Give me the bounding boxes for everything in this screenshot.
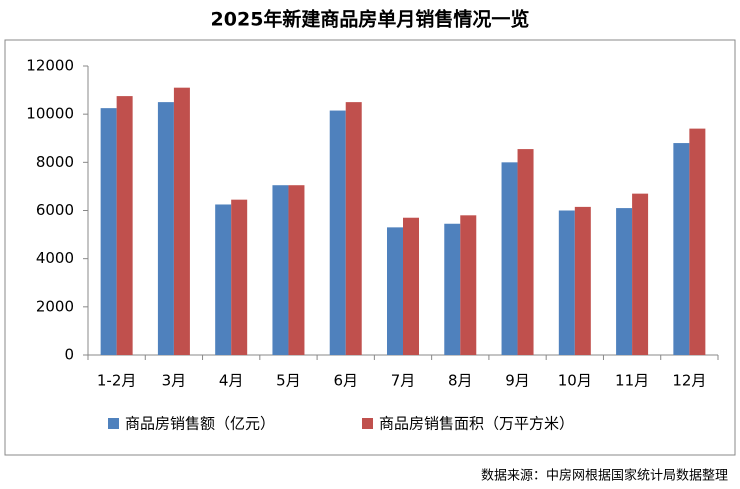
bar — [100, 108, 117, 355]
chart-frame — [4, 39, 736, 456]
bar — [632, 193, 649, 355]
y-tick-label: 10000 — [26, 105, 74, 123]
bar — [673, 143, 690, 355]
bar — [517, 149, 534, 355]
y-tick-label: 0 — [64, 346, 74, 364]
bar — [231, 199, 248, 355]
x-tick-label: 11月 — [615, 372, 649, 390]
legend-swatch — [362, 418, 373, 429]
x-tick-label: 8月 — [448, 372, 473, 390]
bar — [403, 217, 419, 355]
x-tick-label: 3月 — [162, 372, 187, 390]
legend-label: 商品房销售面积（万平方米） — [379, 415, 574, 433]
y-tick-label: 6000 — [36, 201, 74, 219]
bar — [116, 96, 133, 356]
bar — [501, 162, 518, 355]
y-tick-label: 8000 — [36, 153, 74, 171]
x-tick-label: 1-2月 — [97, 372, 137, 390]
bar — [272, 185, 289, 355]
x-tick-label: 6月 — [333, 372, 358, 390]
x-tick-label: 12月 — [672, 372, 706, 390]
bar — [387, 227, 403, 355]
bar — [460, 215, 477, 355]
bar — [689, 128, 706, 355]
bar — [574, 206, 591, 355]
legend-swatch — [108, 418, 119, 429]
bar — [616, 208, 633, 355]
bar — [558, 210, 575, 355]
chart-title: 2025年新建商品房单月销售情况一览 — [211, 8, 530, 31]
bar — [173, 87, 190, 356]
x-tick-label: 5月 — [276, 372, 301, 390]
source-note: 数据来源：中房网根据国家统计局数据整理 — [481, 468, 728, 484]
bar — [345, 102, 362, 355]
x-tick-label: 4月 — [219, 372, 244, 390]
x-tick-label: 9月 — [505, 372, 530, 390]
bar — [329, 110, 346, 355]
bar — [288, 185, 305, 355]
y-tick-label: 2000 — [36, 297, 74, 315]
x-tick-label: 10月 — [558, 372, 592, 390]
bar — [157, 102, 174, 355]
legend-label: 商品房销售额（亿元） — [125, 415, 275, 433]
bar — [215, 204, 232, 355]
x-tick-label: 7月 — [391, 372, 416, 390]
y-tick-label: 12000 — [26, 57, 74, 75]
bar — [444, 223, 461, 355]
y-tick-label: 4000 — [36, 249, 74, 267]
